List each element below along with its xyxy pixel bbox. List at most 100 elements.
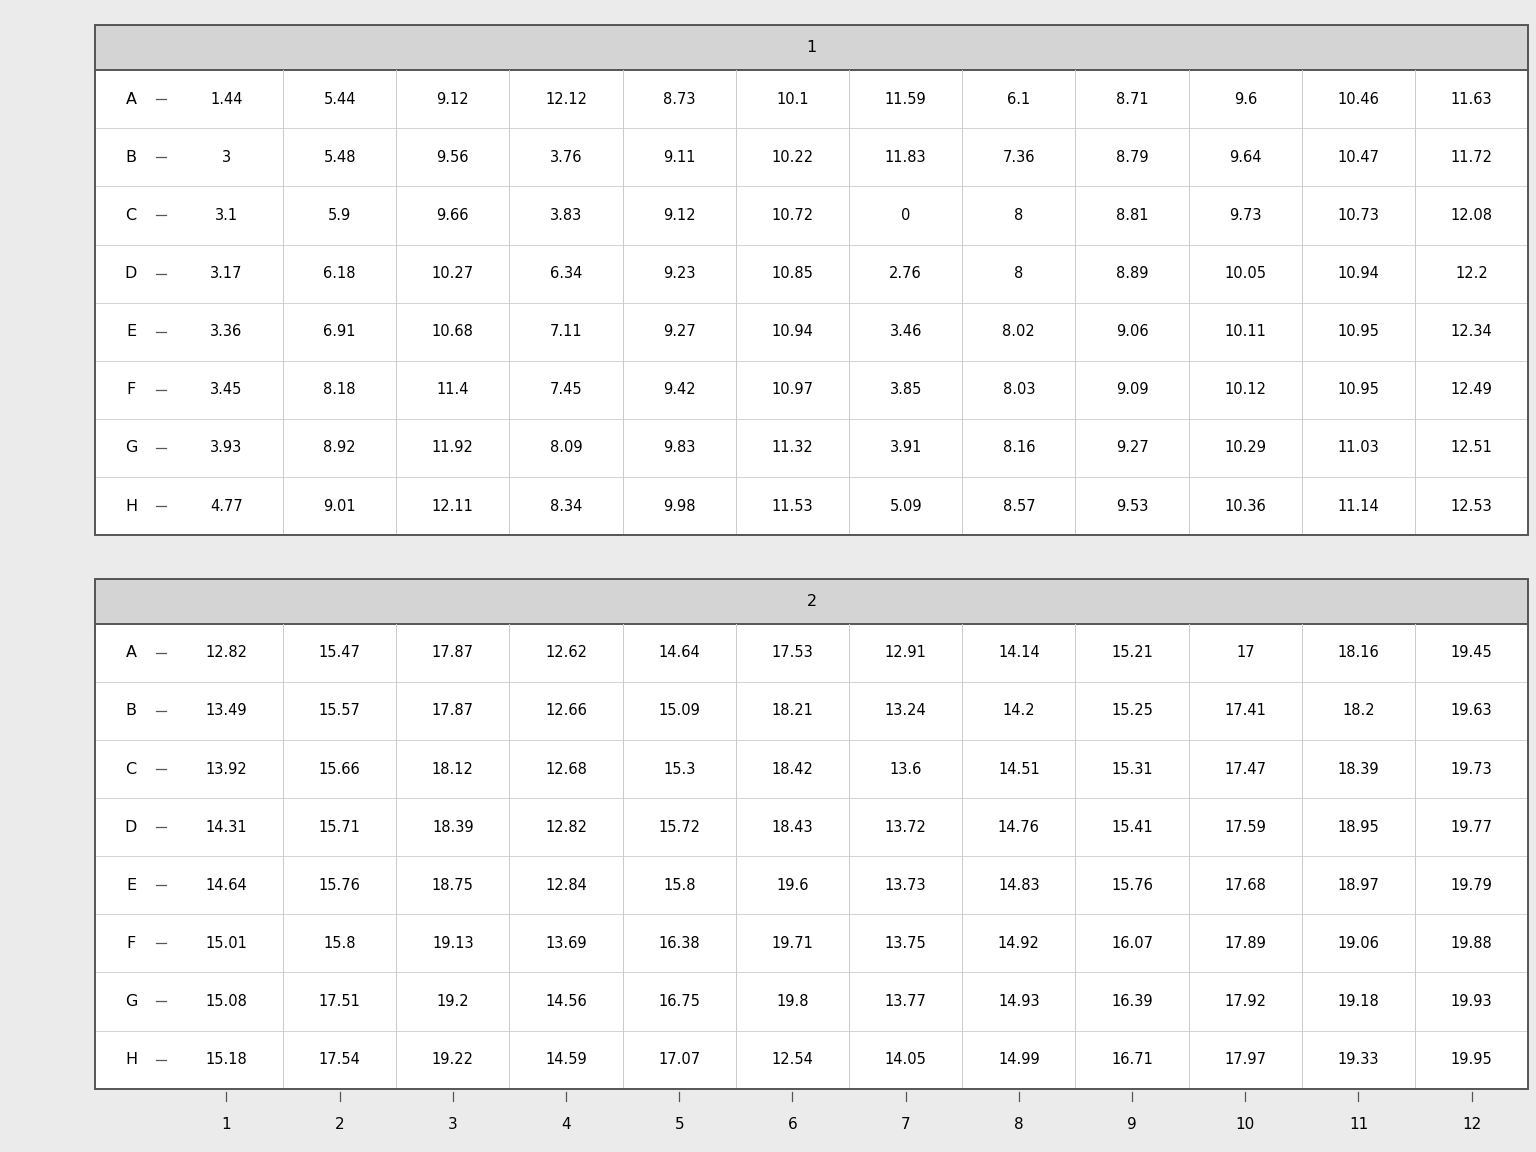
Text: 1.44: 1.44 [210,92,243,107]
Text: 3.83: 3.83 [550,209,582,223]
Text: 19.73: 19.73 [1452,761,1493,776]
Text: 14.56: 14.56 [545,994,587,1009]
Text: 9.01: 9.01 [323,499,356,514]
Text: 6.34: 6.34 [550,266,582,281]
Text: 18.39: 18.39 [432,819,473,835]
Text: 10.1: 10.1 [776,92,809,107]
Text: 19.88: 19.88 [1452,935,1493,950]
Text: 10.94: 10.94 [771,324,814,339]
Text: 1: 1 [806,40,817,55]
Text: 8: 8 [1014,1116,1023,1131]
Text: 19.22: 19.22 [432,1052,473,1067]
Text: 8.18: 8.18 [323,382,356,397]
Text: 8.89: 8.89 [1115,266,1149,281]
Text: C: C [126,761,137,776]
Text: 17.92: 17.92 [1224,994,1266,1009]
Text: 17.07: 17.07 [657,1052,700,1067]
Text: 18.21: 18.21 [771,704,814,719]
Text: 5.9: 5.9 [329,209,352,223]
Text: 15.71: 15.71 [318,819,361,835]
Text: 8.71: 8.71 [1115,92,1149,107]
Text: 10.97: 10.97 [771,382,814,397]
Text: 12.34: 12.34 [1452,324,1493,339]
Text: 8.81: 8.81 [1115,209,1149,223]
Text: 3.76: 3.76 [550,150,582,165]
Bar [95,25,1528,70]
Text: 9.56: 9.56 [436,150,468,165]
Text: 3: 3 [449,1116,458,1131]
Text: 15.21: 15.21 [1111,645,1154,660]
Text: B: B [126,704,137,719]
Text: 17.54: 17.54 [318,1052,361,1067]
Text: 14.51: 14.51 [998,761,1040,776]
Text: 19.45: 19.45 [1452,645,1493,660]
Text: 16.39: 16.39 [1111,994,1154,1009]
Text: 9.27: 9.27 [1115,440,1149,455]
Text: 13.6: 13.6 [889,761,922,776]
Text: 9: 9 [1127,1116,1137,1131]
Text: 17: 17 [1236,645,1255,660]
Text: E: E [126,324,137,339]
Text: 18.97: 18.97 [1338,878,1379,893]
Text: 7.11: 7.11 [550,324,582,339]
Text: 4.77: 4.77 [210,499,243,514]
Text: 9.64: 9.64 [1229,150,1261,165]
Text: 17.41: 17.41 [1224,704,1266,719]
Text: 5.09: 5.09 [889,499,922,514]
Text: 15.76: 15.76 [1111,878,1154,893]
Text: 3.93: 3.93 [210,440,243,455]
Text: 8.03: 8.03 [1003,382,1035,397]
Text: 7.36: 7.36 [1003,150,1035,165]
Text: 13.49: 13.49 [206,704,247,719]
Text: 12.84: 12.84 [545,878,587,893]
Text: 15.47: 15.47 [318,645,361,660]
Bar [95,579,1528,623]
Text: 8: 8 [1014,209,1023,223]
Text: 18.95: 18.95 [1338,819,1379,835]
Text: 13.69: 13.69 [545,935,587,950]
Text: 17.59: 17.59 [1224,819,1266,835]
Text: 8.57: 8.57 [1003,499,1035,514]
Text: 15.08: 15.08 [206,994,247,1009]
Text: 8.92: 8.92 [323,440,356,455]
Text: 6.1: 6.1 [1008,92,1031,107]
Text: 8: 8 [1014,266,1023,281]
Text: 19.8: 19.8 [776,994,808,1009]
Text: 19.79: 19.79 [1452,878,1493,893]
Text: 17.97: 17.97 [1224,1052,1266,1067]
Text: 12.91: 12.91 [885,645,926,660]
Text: 15.41: 15.41 [1111,819,1154,835]
Text: 2: 2 [806,593,817,608]
Text: 19.18: 19.18 [1338,994,1379,1009]
Text: D: D [124,819,137,835]
Text: 10.95: 10.95 [1338,382,1379,397]
Text: 13.75: 13.75 [885,935,926,950]
Text: 9.23: 9.23 [664,266,696,281]
Text: 14.92: 14.92 [998,935,1040,950]
Text: 19.06: 19.06 [1338,935,1379,950]
Text: 14.05: 14.05 [885,1052,926,1067]
Text: 9.6: 9.6 [1233,92,1256,107]
Text: 10.27: 10.27 [432,266,473,281]
Text: 13.24: 13.24 [885,704,926,719]
Text: 14.64: 14.64 [206,878,247,893]
Text: 9.12: 9.12 [436,92,468,107]
Text: 8.09: 8.09 [550,440,582,455]
Text: 10.47: 10.47 [1338,150,1379,165]
Text: 14.2: 14.2 [1003,704,1035,719]
Text: 15.01: 15.01 [206,935,247,950]
Text: 9.11: 9.11 [664,150,696,165]
Text: 15.09: 15.09 [659,704,700,719]
Text: 8.34: 8.34 [550,499,582,514]
Text: H: H [124,1052,137,1067]
Text: G: G [124,440,137,455]
Text: 14.64: 14.64 [659,645,700,660]
Text: 19.63: 19.63 [1452,704,1493,719]
Text: 9.66: 9.66 [436,209,468,223]
Text: 11.4: 11.4 [436,382,468,397]
Text: C: C [126,209,137,223]
Text: 18.16: 18.16 [1338,645,1379,660]
Text: 19.93: 19.93 [1452,994,1493,1009]
Text: 3.85: 3.85 [889,382,922,397]
Text: 10.85: 10.85 [771,266,814,281]
